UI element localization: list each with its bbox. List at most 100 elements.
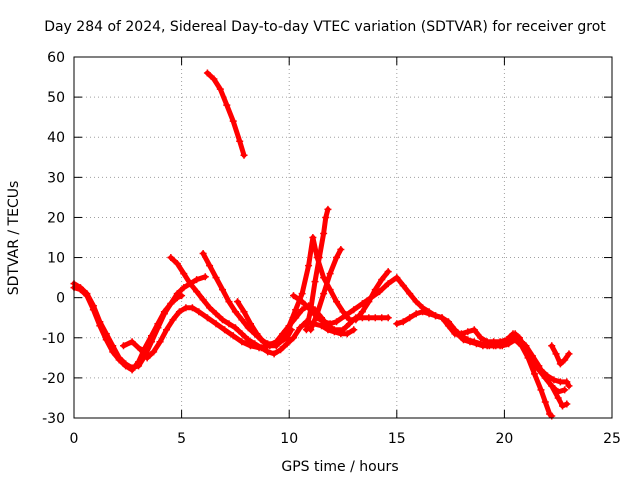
data-point xyxy=(466,338,474,346)
x-tick-label: 25 xyxy=(603,431,621,447)
data-point xyxy=(311,278,319,286)
data-point xyxy=(565,350,573,358)
data-point xyxy=(384,268,392,276)
data-point xyxy=(492,342,500,350)
y-tick-label: -10 xyxy=(42,331,65,347)
data-point xyxy=(216,85,224,93)
data-point xyxy=(238,330,246,338)
y-tick-label: 50 xyxy=(47,90,65,106)
data-point xyxy=(541,398,549,406)
data-point xyxy=(210,75,218,83)
data-point xyxy=(330,328,338,336)
data-point xyxy=(345,316,353,324)
data-point xyxy=(236,137,244,145)
x-tick-label: 10 xyxy=(280,431,298,447)
series-track-9 xyxy=(302,205,332,334)
data-point xyxy=(470,326,478,334)
data-point xyxy=(175,308,183,316)
data-point xyxy=(277,346,285,354)
data-point xyxy=(272,342,280,350)
data-point xyxy=(326,320,334,328)
data-point xyxy=(180,270,188,278)
data-point xyxy=(193,288,201,296)
data-point xyxy=(556,378,564,386)
data-point xyxy=(182,304,190,312)
data-point xyxy=(180,284,188,292)
data-point xyxy=(167,254,175,262)
data-point xyxy=(384,314,392,322)
data-point xyxy=(561,386,569,394)
data-point xyxy=(259,338,267,346)
data-point xyxy=(251,340,259,348)
data-point xyxy=(225,298,233,306)
data-point xyxy=(563,378,571,386)
data-point xyxy=(298,306,306,314)
data-point xyxy=(358,300,366,308)
y-tick-label: 0 xyxy=(56,291,65,307)
data-point xyxy=(160,308,168,316)
data-point xyxy=(225,320,233,328)
data-point xyxy=(221,326,229,334)
data-point xyxy=(524,348,532,356)
chart-title: Day 284 of 2024, Sidereal Day-to-day VTE… xyxy=(44,19,606,35)
data-point xyxy=(143,354,151,362)
data-point xyxy=(518,338,526,346)
y-tick-label: -30 xyxy=(42,411,65,427)
data-point xyxy=(203,314,211,322)
data-point xyxy=(324,205,332,213)
data-point xyxy=(358,308,366,316)
data-point xyxy=(552,350,560,358)
data-point xyxy=(393,320,401,328)
data-point xyxy=(193,276,201,284)
data-point xyxy=(229,332,237,340)
data-point xyxy=(425,310,433,318)
data-point xyxy=(341,312,349,320)
series-track-4 xyxy=(167,254,358,358)
y-tick-label: 60 xyxy=(47,50,65,66)
data-point xyxy=(109,348,117,356)
data-point xyxy=(188,304,196,312)
data-point xyxy=(556,360,564,368)
data-point xyxy=(128,338,136,346)
data-point xyxy=(141,344,149,352)
data-point xyxy=(406,314,414,322)
data-layer xyxy=(70,69,573,420)
data-point xyxy=(561,356,569,364)
data-point xyxy=(201,273,209,281)
data-point xyxy=(565,382,573,390)
data-point xyxy=(163,326,171,334)
data-point xyxy=(89,306,97,314)
data-point xyxy=(548,342,556,350)
x-tick-label: 5 xyxy=(177,431,186,447)
data-point xyxy=(218,286,226,294)
data-point xyxy=(173,260,181,268)
series-track-6 xyxy=(203,69,248,159)
data-point xyxy=(231,308,239,316)
data-point xyxy=(477,334,485,342)
data-point xyxy=(240,151,248,159)
data-point xyxy=(550,376,558,384)
x-tick-label: 0 xyxy=(70,431,79,447)
data-point xyxy=(337,330,345,338)
data-point xyxy=(212,274,220,282)
y-tick-label: 30 xyxy=(47,170,65,186)
data-point xyxy=(199,250,207,258)
data-point xyxy=(147,332,155,340)
data-point xyxy=(83,292,91,300)
data-point xyxy=(135,358,143,366)
data-point xyxy=(169,316,177,324)
data-point xyxy=(128,366,136,374)
data-point xyxy=(554,394,562,402)
data-point xyxy=(537,386,545,394)
data-point xyxy=(253,330,261,338)
ticks: 0 5 10 15 20 25 -30 -20 -10 0 10 20 30 40 50 60 xyxy=(42,50,621,447)
data-point xyxy=(412,310,420,318)
series-track-7 xyxy=(234,234,392,350)
series-track-12 xyxy=(447,324,556,420)
data-point xyxy=(438,314,446,322)
x-tick-label: 15 xyxy=(388,431,406,447)
data-point xyxy=(270,350,278,358)
data-point xyxy=(76,286,84,294)
data-point xyxy=(531,370,539,378)
